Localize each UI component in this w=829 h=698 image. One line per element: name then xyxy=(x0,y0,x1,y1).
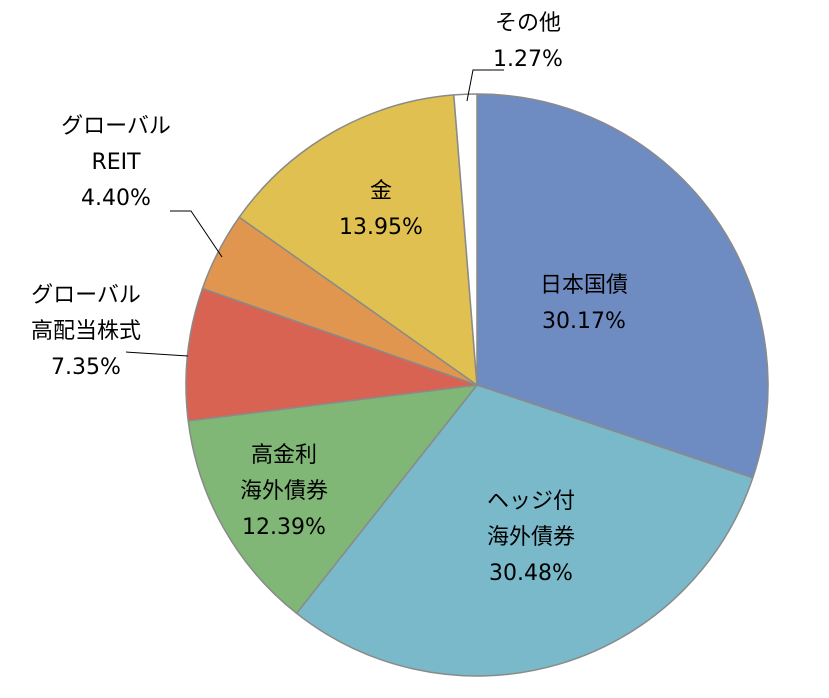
leader-line xyxy=(125,351,189,357)
pie-slice xyxy=(295,384,754,677)
pie-slice xyxy=(453,93,478,386)
slice-value-label: 4.40% xyxy=(81,186,151,211)
slice-category-label: 高配当株式 xyxy=(31,319,141,344)
slice-value-label: 13.95% xyxy=(339,215,423,240)
pie-slice xyxy=(187,384,478,615)
slice-category-label: 日本国債 xyxy=(540,273,628,298)
slice-category-label: その他 xyxy=(495,11,561,36)
slice-category-label: グローバル xyxy=(31,283,141,308)
leader-line xyxy=(170,210,223,258)
slice-category-label: 海外債券 xyxy=(240,479,328,504)
pie-slices xyxy=(185,93,769,677)
slice-category-label: 金 xyxy=(370,179,392,204)
slice-value-label: 30.17% xyxy=(542,309,626,334)
slice-value-label: 1.27% xyxy=(493,47,563,72)
slice-category-label: REIT xyxy=(91,150,141,175)
pie-slice xyxy=(476,93,769,479)
slice-category-label: 高金利 xyxy=(251,443,317,468)
slice-value-label: 12.39% xyxy=(242,515,326,540)
slice-value-label: 7.35% xyxy=(51,355,121,380)
slice-category-label: 海外債券 xyxy=(487,525,575,550)
leader-line xyxy=(466,69,504,102)
slice-value-label: 30.48% xyxy=(489,561,573,586)
pie-slice xyxy=(238,94,478,386)
slice-category-label: グローバル xyxy=(61,114,171,139)
slice-category-label: ヘッジ付 xyxy=(487,489,575,514)
slice-labels: 日本国債30.17%ヘッジ付海外債券30.48%高金利海外債券12.39%グロー… xyxy=(31,11,628,586)
pie-slice xyxy=(185,287,478,422)
leader-lines xyxy=(125,69,504,357)
